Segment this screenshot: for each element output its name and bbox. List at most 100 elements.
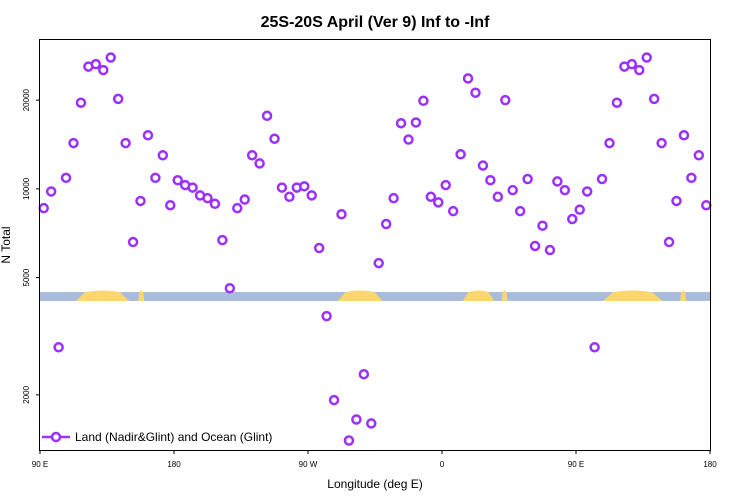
data-point — [433, 197, 444, 208]
data-point — [120, 137, 131, 149]
data-point — [418, 95, 429, 107]
legend-marker — [50, 431, 62, 443]
data-point — [656, 137, 667, 149]
data-point — [596, 173, 608, 185]
data-point — [351, 414, 362, 425]
data-point — [611, 97, 623, 108]
x-tick-label: 90 E — [568, 460, 584, 469]
data-point — [522, 173, 533, 185]
data-point — [105, 52, 116, 63]
data-point — [224, 283, 236, 294]
land-segment — [462, 290, 495, 301]
data-point — [98, 64, 109, 76]
data-point — [395, 117, 407, 129]
data-point — [663, 236, 675, 248]
data-point — [157, 150, 169, 161]
data-point — [693, 150, 705, 161]
data-point — [485, 174, 496, 186]
land-segment — [75, 290, 130, 301]
y-tick-label: 10000 — [22, 177, 31, 200]
data-points — [38, 52, 712, 446]
data-point — [269, 133, 280, 144]
data-point — [373, 257, 384, 269]
data-point — [447, 205, 459, 217]
land-segment — [602, 290, 663, 301]
surface-strip — [40, 290, 710, 301]
x-tick-label: 90 W — [299, 460, 318, 469]
data-point — [388, 192, 399, 204]
data-point — [313, 242, 325, 254]
data-point — [172, 174, 183, 186]
data-point — [626, 58, 638, 70]
data-point — [254, 158, 265, 169]
x-tick-label: 0 — [440, 460, 445, 469]
data-point — [127, 236, 139, 248]
data-point — [507, 184, 518, 196]
data-point — [68, 137, 79, 149]
data-point — [648, 93, 660, 105]
data-point — [559, 184, 571, 196]
data-point — [165, 199, 176, 211]
data-point — [686, 172, 697, 184]
y-tick-label: 2000 — [22, 385, 31, 403]
land-segment — [501, 290, 508, 301]
data-point — [53, 342, 64, 353]
data-point — [470, 87, 481, 98]
data-point — [75, 97, 87, 108]
data-point — [425, 191, 437, 203]
data-point — [500, 94, 511, 106]
data-point — [45, 186, 57, 197]
land-segment — [138, 290, 145, 301]
data-point — [455, 149, 466, 160]
data-point — [321, 310, 332, 322]
data-point — [150, 172, 161, 184]
data-point — [567, 213, 578, 225]
data-point — [358, 368, 370, 380]
legend: Land (Nadir&Glint) and Ocean (Glint) — [42, 430, 272, 444]
data-point — [187, 182, 198, 193]
data-point — [60, 172, 72, 184]
data-point — [343, 435, 355, 446]
data-point — [366, 418, 377, 429]
data-point — [678, 130, 690, 141]
data-point — [232, 202, 243, 214]
data-point — [217, 234, 228, 246]
data-point — [514, 205, 526, 217]
x-tick-label: 180 — [167, 460, 181, 469]
x-axis-ticks: 90 E 180 90 W 0 90 E 180 — [32, 450, 717, 469]
data-point — [477, 160, 489, 171]
data-point — [38, 202, 49, 214]
data-point — [261, 110, 273, 122]
data-point — [284, 191, 295, 203]
legend-label: Land (Nadir&Glint) and Ocean (Glint) — [75, 430, 272, 444]
data-point — [142, 130, 154, 141]
data-point — [634, 64, 645, 76]
data-point — [336, 209, 347, 220]
data-point — [380, 218, 392, 230]
land-segment — [680, 290, 687, 301]
data-point — [581, 186, 593, 197]
data-point — [440, 179, 451, 191]
data-point — [276, 182, 288, 193]
data-point — [701, 199, 712, 211]
y-tick-label: 20000 — [22, 88, 31, 111]
data-point — [90, 58, 102, 70]
x-tick-label: 180 — [703, 460, 717, 469]
x-tick-label: 90 E — [32, 460, 48, 469]
data-point — [589, 342, 600, 353]
y-axis-label: N Total — [0, 226, 13, 263]
data-point — [328, 394, 340, 406]
data-point — [604, 137, 615, 149]
data-point — [552, 176, 563, 187]
data-point — [306, 190, 317, 201]
data-point — [209, 198, 221, 210]
data-point — [671, 195, 682, 207]
data-point — [574, 204, 585, 215]
data-point — [529, 240, 541, 252]
data-point — [492, 191, 504, 203]
data-point — [641, 52, 652, 63]
data-point — [410, 117, 422, 128]
plot-frame — [39, 39, 711, 451]
chart-title: 25S-20S April (Ver 9) Inf to -Inf — [261, 14, 490, 31]
data-point — [112, 93, 124, 105]
